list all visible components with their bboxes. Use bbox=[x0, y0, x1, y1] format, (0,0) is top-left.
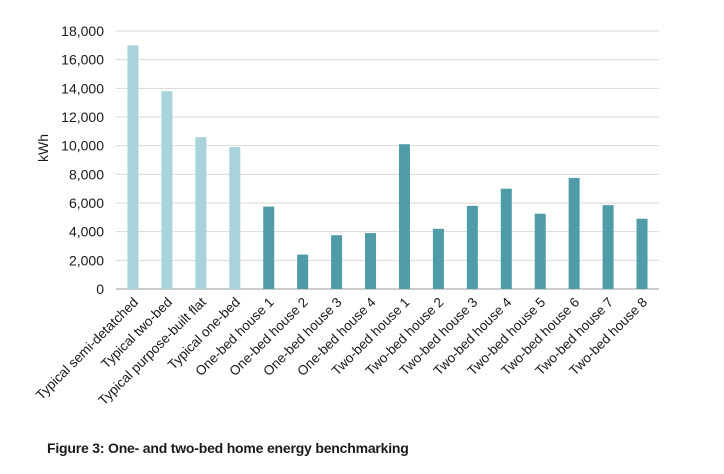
y-tick-label: 4,000 bbox=[69, 224, 104, 240]
y-tick-labels: 0 2,000 4,000 6,000 8,000 10,000 12,000 14,000 1… bbox=[61, 23, 104, 297]
bar bbox=[534, 213, 546, 289]
bar bbox=[229, 147, 241, 289]
y-tick-label: 6,000 bbox=[69, 195, 104, 211]
bar bbox=[636, 218, 648, 289]
bar bbox=[161, 91, 173, 289]
bar bbox=[127, 45, 139, 290]
bar bbox=[195, 137, 207, 289]
y-tick-label: 14,000 bbox=[61, 80, 104, 96]
y-tick-label: 12,000 bbox=[61, 109, 104, 125]
bar bbox=[398, 144, 410, 289]
bar bbox=[365, 233, 377, 289]
chart-area: 0 2,000 4,000 6,000 8,000 10,000 12,000 14,000 1… bbox=[33, 23, 659, 408]
gridlines bbox=[116, 30, 659, 290]
y-tick-label: 2,000 bbox=[69, 252, 104, 268]
bar bbox=[297, 254, 309, 289]
y-tick-label: 10,000 bbox=[61, 138, 104, 154]
bar bbox=[331, 235, 343, 289]
y-tick-label: 0 bbox=[96, 281, 104, 297]
bar bbox=[500, 188, 512, 289]
bars bbox=[127, 45, 648, 290]
bar-chart: 0 2,000 4,000 6,000 8,000 10,000 12,000 14,000 1… bbox=[33, 23, 659, 408]
y-tick-label: 16,000 bbox=[61, 52, 104, 68]
figure-caption: Figure 3: One- and two-bed home energy b… bbox=[47, 440, 409, 456]
y-tick-label: 8,000 bbox=[69, 166, 104, 182]
y-tick-label: 18,000 bbox=[61, 23, 104, 39]
bar bbox=[466, 205, 478, 289]
bar bbox=[432, 228, 444, 289]
bar bbox=[263, 206, 275, 289]
bar bbox=[602, 205, 614, 289]
bar bbox=[568, 177, 580, 289]
y-axis-label: kWh bbox=[35, 134, 51, 162]
